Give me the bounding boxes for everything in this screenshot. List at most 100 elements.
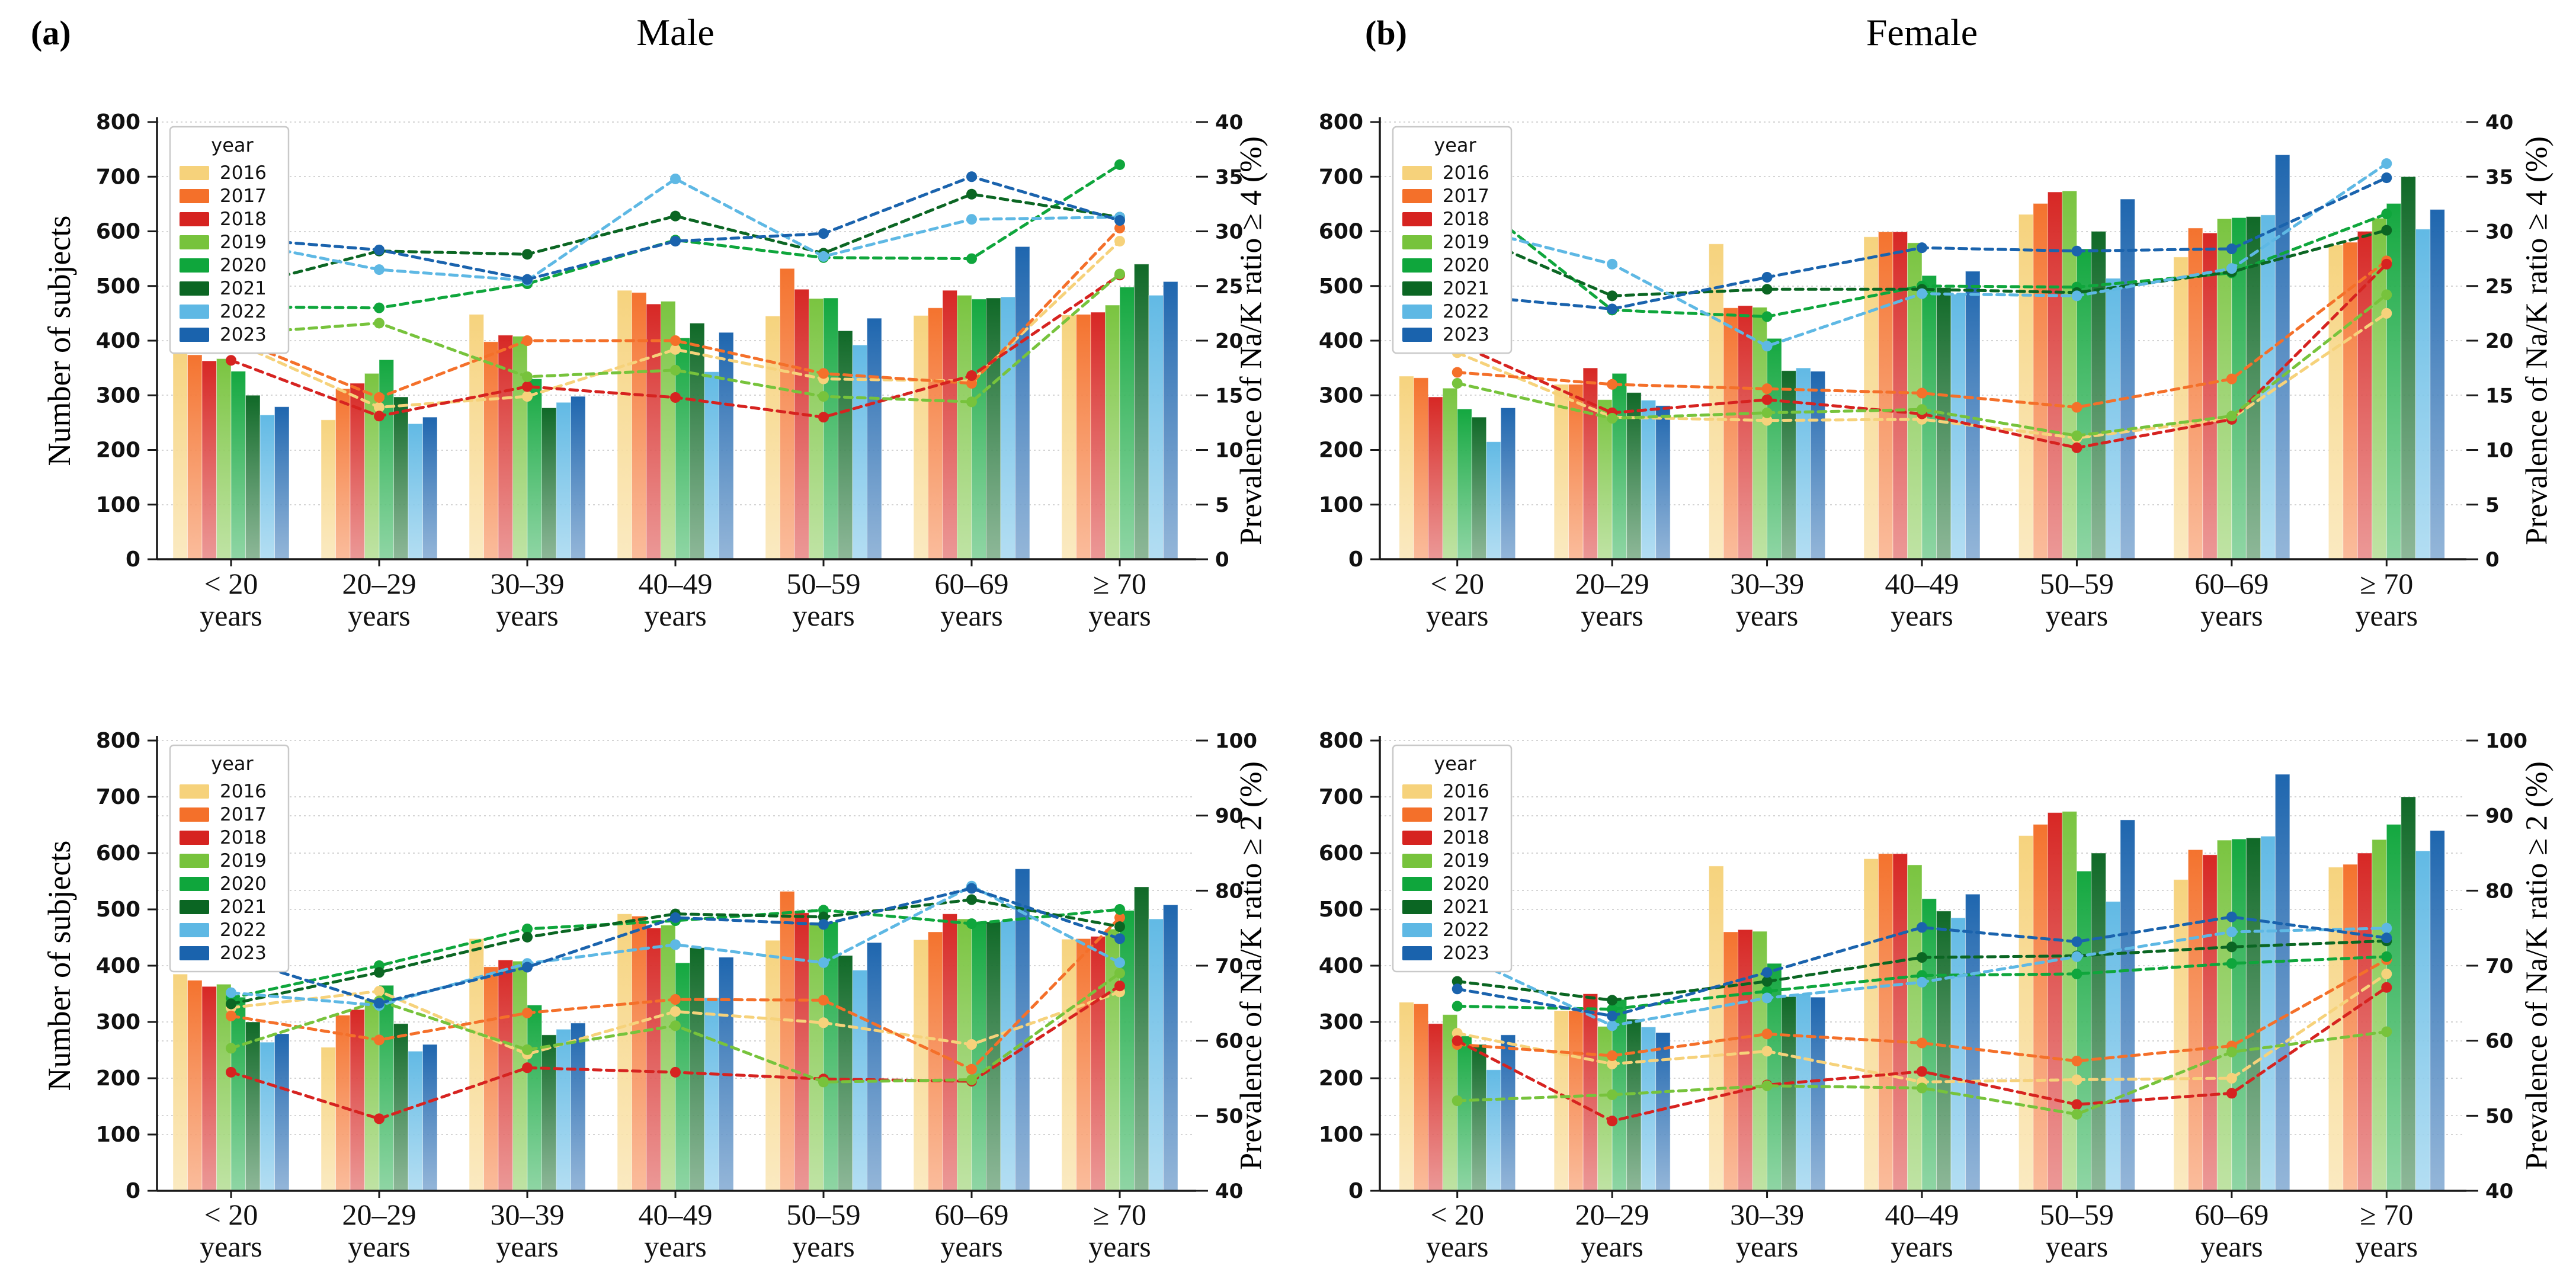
point-2017-50–59	[818, 368, 829, 379]
x-label-< 20: < 20	[204, 1198, 258, 1231]
bar-2017-40–49	[1878, 853, 1893, 1191]
bar-2021-50–59	[2091, 231, 2106, 560]
bar-2020-30–39	[527, 1005, 542, 1191]
point-2020-50–59	[2071, 968, 2082, 979]
left-tick-label: 600	[1319, 841, 1363, 866]
point-2016-< 20	[1452, 1028, 1463, 1039]
bar-2018-< 20	[201, 360, 217, 560]
right-tick-label: 90	[2485, 805, 2513, 828]
bar-2018-≥ 70	[1090, 312, 1106, 560]
legend-swatch-2020	[180, 877, 209, 891]
bar-2022-≥ 70	[1148, 918, 1164, 1191]
bar-2021-20–29	[1626, 1018, 1642, 1191]
point-2016-≥ 70	[2381, 968, 2392, 979]
bar-2018-< 20	[1428, 1023, 1443, 1191]
point-2023-20–29	[374, 244, 385, 255]
bar-2021-40–49	[1936, 287, 1952, 560]
point-2019-20–29	[1607, 1089, 1618, 1100]
legend-label-2022: 2022	[1443, 301, 1489, 322]
legend-swatch-2019	[1402, 235, 1432, 249]
bar-2018-< 20	[201, 986, 217, 1191]
point-2021-< 20	[226, 998, 236, 1010]
point-2017-30–39	[1761, 383, 1773, 395]
x-label-years: years	[2356, 599, 2418, 632]
legend-label-2021: 2021	[1443, 896, 1489, 918]
point-2023-≥ 70	[2381, 172, 2392, 184]
legend-box	[1392, 126, 1513, 354]
point-2019-60–69	[2226, 1046, 2237, 1058]
bar-2022-50–59	[2105, 278, 2121, 560]
legend-swatch-2023	[1402, 328, 1432, 342]
x-label-40–49: 40–49	[1885, 1198, 1959, 1231]
point-2018-40–49	[670, 392, 681, 403]
bar-2023-30–39	[1810, 371, 1826, 560]
legend-label-2016: 2016	[220, 781, 267, 802]
point-2018-30–39	[1761, 394, 1773, 405]
x-label-years: years	[940, 1230, 1003, 1263]
legend-swatch-2016	[180, 166, 209, 180]
right-tick-label: 0	[2485, 548, 2500, 572]
left-tick-label: 300	[1319, 383, 1363, 408]
point-2022-50–59	[2071, 951, 2082, 962]
point-2022-≥ 70	[2381, 158, 2392, 169]
point-2020-≥ 70	[2381, 208, 2392, 219]
point-2023-30–39	[1761, 967, 1773, 978]
bar-series	[1399, 774, 2445, 1191]
point-2016-60–69	[966, 1039, 977, 1050]
bar-2020-< 20	[1457, 408, 1472, 560]
right-tick-label: 5	[2485, 494, 2500, 517]
legend-swatch-2023	[1402, 946, 1432, 960]
point-2022-≥ 70	[1114, 957, 1125, 968]
point-2022-60–69	[2226, 927, 2237, 937]
right-axis: 40 50 60 70 80 90 100	[2466, 729, 2527, 1203]
bar-2021-≥ 70	[1134, 886, 1149, 1191]
right-tick-label: 15	[2485, 384, 2513, 408]
left-tick-label: 300	[1319, 1010, 1363, 1034]
point-2016-≥ 70	[1114, 236, 1125, 247]
bar-2020-30–39	[527, 379, 542, 560]
point-2017-50–59	[2071, 1055, 2082, 1066]
left-tick-label: 500	[1319, 898, 1363, 922]
bar-2022-20–29	[408, 423, 423, 560]
bar-2023-< 20	[274, 1033, 290, 1191]
point-2021-≥ 70	[2381, 225, 2392, 236]
bar-2016-< 20	[172, 348, 188, 560]
legend-swatch-2016	[1402, 784, 1432, 799]
point-2022-30–39	[1761, 992, 1773, 1004]
bar-2023-< 20	[274, 406, 290, 560]
bar-2018-40–49	[1892, 231, 1908, 560]
x-label-60–69: 60–69	[2194, 567, 2269, 600]
legend-label-2017: 2017	[220, 185, 267, 207]
bar-2017-40–49	[1878, 231, 1893, 560]
left-tick-label: 200	[96, 1066, 140, 1091]
bar-2020-50–59	[823, 297, 838, 560]
right-tick-label: 80	[2485, 879, 2513, 903]
point-2022-40–49	[1917, 288, 1927, 299]
bar-2022-≥ 70	[1148, 294, 1164, 560]
bar-2017-30–39	[1723, 307, 1739, 560]
point-2023-≥ 70	[1114, 933, 1125, 944]
legend-swatch-2021	[180, 281, 209, 296]
bar-2019-40–49	[1907, 864, 1923, 1191]
point-2019-40–49	[1917, 1082, 1927, 1094]
x-label-years: years	[200, 1230, 262, 1263]
bar-2018-40–49	[646, 303, 661, 560]
left-tick-label: 400	[1319, 329, 1363, 353]
point-2019-60–69	[966, 396, 977, 408]
left-tick-label: 800	[96, 729, 140, 753]
point-2021-50–59	[818, 911, 829, 922]
point-2018-< 20	[1452, 1035, 1463, 1046]
bar-series	[1399, 154, 2445, 560]
point-2021-60–69	[966, 894, 977, 905]
legend-swatch-2017	[1402, 807, 1432, 822]
point-2021-40–49	[670, 210, 681, 222]
bar-2023-30–39	[571, 396, 586, 560]
x-label-years: years	[1088, 599, 1151, 632]
bar-2021-30–39	[542, 1034, 557, 1191]
right-tick-label: 25	[1215, 275, 1243, 299]
left-tick-label: 200	[96, 438, 140, 463]
bar-2023-30–39	[1810, 996, 1826, 1191]
bar-2019-< 20	[216, 358, 232, 560]
legend-label-2023: 2023	[220, 324, 267, 345]
